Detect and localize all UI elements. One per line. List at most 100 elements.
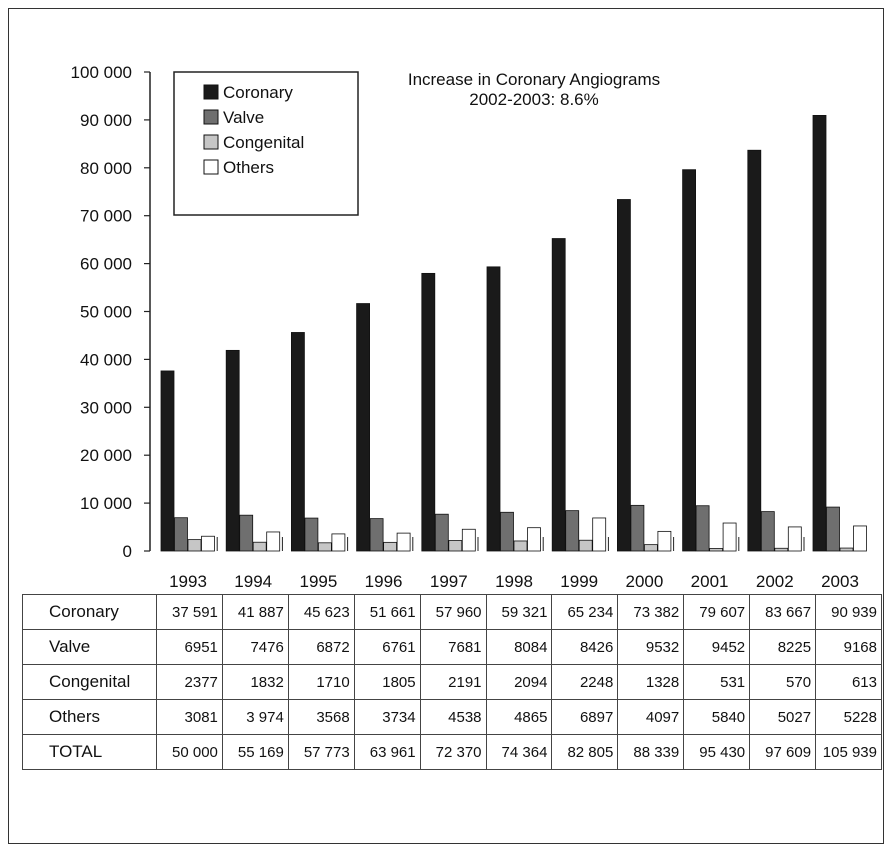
table-cell: 2094 bbox=[485, 664, 553, 700]
legend-swatch-coronary bbox=[203, 84, 219, 100]
bar-valve-2000 bbox=[630, 504, 645, 552]
y-tick-label: 90 000 bbox=[80, 111, 132, 130]
bar-coronary-2001 bbox=[682, 169, 696, 552]
table-cell: 2191 bbox=[419, 664, 487, 700]
table-row-total: TOTAL 50 000 55 169 57 773 63 961 72 370 74 36… bbox=[22, 734, 882, 770]
table-cell: 90 939 bbox=[815, 594, 882, 630]
legend-label-congenital: Congenital bbox=[223, 133, 304, 152]
y-tick-label: 30 000 bbox=[80, 398, 132, 417]
table-cell: 2248 bbox=[551, 664, 619, 700]
y-tick-label: 20 000 bbox=[80, 446, 132, 465]
bar-congenital-1996 bbox=[383, 541, 398, 552]
bar-coronary-2003 bbox=[812, 115, 827, 552]
bar-others-1994 bbox=[266, 531, 281, 552]
table-cell: 9452 bbox=[683, 629, 751, 665]
table-cell: 63 961 bbox=[353, 734, 421, 770]
bar-others-1993 bbox=[201, 535, 215, 552]
table-cell: 41 887 bbox=[221, 594, 289, 630]
bar-coronary-1995 bbox=[290, 332, 305, 552]
table-cell: 5228 bbox=[815, 699, 882, 735]
x-tick-label-2000: 2000 bbox=[625, 572, 663, 591]
bar-congenital-1999 bbox=[578, 539, 593, 552]
bar-valve-2003 bbox=[826, 506, 840, 552]
table-cell: 8426 bbox=[551, 629, 619, 665]
bar-congenital-1995 bbox=[317, 542, 332, 552]
table-cell: 1805 bbox=[353, 664, 421, 700]
table-cell: 37 591 bbox=[156, 594, 223, 630]
x-tick-label-1999: 1999 bbox=[560, 572, 598, 591]
table-row-valve: Valve 6951 7476 6872 6761 7681 8084 8426 9532 945… bbox=[22, 629, 882, 665]
bar-congenital-2002 bbox=[774, 547, 789, 552]
chart-subtitle: 2002-2003: 8.6% bbox=[469, 90, 599, 109]
table-row-coronary: Coronary 37 591 41 887 45 623 51 661 57 960 59… bbox=[22, 594, 882, 630]
bar-others-1999 bbox=[592, 517, 607, 552]
y-tick-label: 50 000 bbox=[80, 303, 132, 322]
bar-others-1997 bbox=[461, 528, 476, 552]
table-row-label: Valve bbox=[22, 629, 157, 665]
table-cell: 6872 bbox=[287, 629, 355, 665]
y-tick-label: 70 000 bbox=[80, 207, 132, 226]
table-cell: 50 000 bbox=[156, 734, 223, 770]
table-cell: 5840 bbox=[683, 699, 751, 735]
bar-valve-1994 bbox=[239, 514, 254, 552]
legend-swatch-valve bbox=[203, 109, 219, 125]
table-cell: 8084 bbox=[485, 629, 553, 665]
bar-others-2002 bbox=[787, 526, 802, 552]
bar-valve-1993 bbox=[174, 517, 188, 552]
bar-coronary-2002 bbox=[747, 149, 762, 552]
y-tick-label: 80 000 bbox=[80, 159, 132, 178]
table-cell: 95 430 bbox=[683, 734, 751, 770]
bar-valve-1996 bbox=[369, 518, 384, 552]
y-tick-label: 0 bbox=[123, 542, 132, 561]
y-tick-label: 100 000 bbox=[71, 63, 132, 82]
bar-congenital-2001 bbox=[709, 548, 723, 552]
bar-coronary-1997 bbox=[421, 272, 436, 552]
table-cell: 1328 bbox=[617, 664, 685, 700]
table-row-label: TOTAL bbox=[22, 734, 157, 770]
x-tick-label-1998: 1998 bbox=[495, 572, 533, 591]
bar-coronary-2000 bbox=[617, 199, 631, 552]
x-tick-label-1993: 1993 bbox=[169, 572, 207, 591]
table-cell: 570 bbox=[749, 664, 817, 700]
x-tick-label-1995: 1995 bbox=[299, 572, 337, 591]
y-tick-label: 10 000 bbox=[80, 494, 132, 513]
legend-swatch-others bbox=[203, 159, 219, 175]
bar-others-1998 bbox=[527, 527, 541, 552]
table-cell: 4097 bbox=[617, 699, 685, 735]
table-cell: 97 609 bbox=[749, 734, 817, 770]
table-cell: 3568 bbox=[287, 699, 355, 735]
bar-coronary-1999 bbox=[551, 238, 566, 552]
x-tick-label-2001: 2001 bbox=[691, 572, 729, 591]
x-tick-label-1997: 1997 bbox=[430, 572, 468, 591]
bar-others-1996 bbox=[396, 532, 411, 552]
bar-chart: 0 10 000 20 000 30 000 40 000 50 000 60 000 70 … bbox=[71, 63, 867, 591]
table-cell: 79 607 bbox=[683, 594, 751, 630]
table-cell: 1832 bbox=[221, 664, 289, 700]
bar-congenital-2000 bbox=[644, 544, 658, 552]
table-cell: 5027 bbox=[749, 699, 817, 735]
x-tick-label-2002: 2002 bbox=[756, 572, 794, 591]
table-cell: 55 169 bbox=[221, 734, 289, 770]
y-tick-label: 60 000 bbox=[80, 255, 132, 274]
table-cell: 3734 bbox=[353, 699, 421, 735]
x-tick-label-1996: 1996 bbox=[365, 572, 403, 591]
table-cell: 74 364 bbox=[485, 734, 553, 770]
bar-others-1995 bbox=[331, 533, 346, 552]
table-cell: 65 234 bbox=[551, 594, 619, 630]
table-cell: 105 939 bbox=[815, 734, 882, 770]
legend-label-coronary: Coronary bbox=[223, 83, 293, 102]
table-cell: 6761 bbox=[353, 629, 421, 665]
table-cell: 8225 bbox=[749, 629, 817, 665]
table-cell: 4538 bbox=[419, 699, 487, 735]
table-cell: 6897 bbox=[551, 699, 619, 735]
table-cell: 82 805 bbox=[551, 734, 619, 770]
table-cell: 3081 bbox=[156, 699, 223, 735]
bar-coronary-1994 bbox=[225, 349, 240, 552]
table-cell: 57 960 bbox=[419, 594, 487, 630]
bar-congenital-1993 bbox=[187, 539, 202, 552]
bar-valve-2001 bbox=[695, 505, 710, 552]
chart-title: Increase in Coronary Angiograms bbox=[408, 70, 660, 89]
bar-valve-1998 bbox=[500, 511, 514, 552]
x-tick-label-1994: 1994 bbox=[234, 572, 272, 591]
table-cell: 7476 bbox=[221, 629, 289, 665]
